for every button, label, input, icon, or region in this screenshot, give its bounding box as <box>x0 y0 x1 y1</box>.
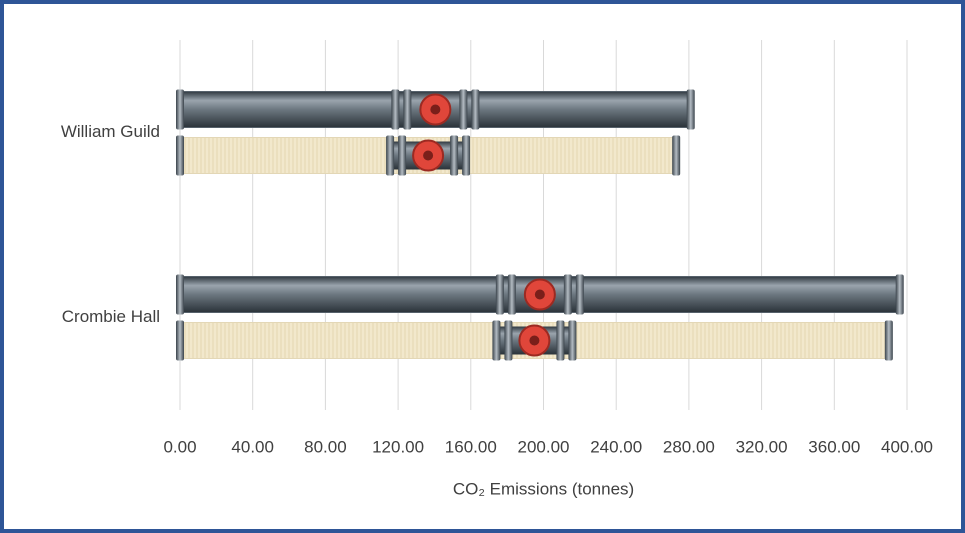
pipe-flange <box>176 274 184 315</box>
pipe-flange <box>884 320 893 361</box>
x-tick-label: 120.00 <box>372 437 424 456</box>
x-axis-title: CO₂ Emissions (tonnes) <box>453 479 634 498</box>
valve-hub <box>430 104 441 115</box>
pipe-flange <box>568 320 577 361</box>
pipe-flange <box>492 320 501 361</box>
pipe-flange <box>176 135 184 176</box>
valve-hub <box>423 150 434 161</box>
pipe-flange <box>386 135 395 176</box>
pipe-flange <box>563 274 572 315</box>
y-tick-label: Crombie Hall <box>62 307 160 326</box>
valve-hub <box>534 289 545 300</box>
pipe-flange <box>471 89 480 130</box>
x-tick-label: 280.00 <box>663 437 715 456</box>
pipe-flange <box>403 89 412 130</box>
x-tick-label: 400.00 <box>881 437 933 456</box>
pipe-flange <box>450 135 459 176</box>
pipe-flange <box>895 274 904 315</box>
pipe-flange <box>495 274 504 315</box>
x-tick-label: 320.00 <box>736 437 788 456</box>
x-tick-label: 200.00 <box>518 437 570 456</box>
pipe-flange <box>462 135 471 176</box>
pipe-flange <box>176 320 184 361</box>
valve-hub <box>529 335 540 346</box>
x-tick-label: 40.00 <box>231 437 274 456</box>
pipe-flange <box>575 274 584 315</box>
pipe-flange <box>391 89 400 130</box>
pipe-flange <box>176 89 184 130</box>
x-tick-label: 240.00 <box>590 437 642 456</box>
pipe-flange <box>507 274 516 315</box>
x-tick-label: 160.00 <box>445 437 497 456</box>
pipe-flange <box>556 320 565 361</box>
pipe-flange <box>459 89 468 130</box>
x-tick-label: 80.00 <box>304 437 347 456</box>
pipe-flange <box>398 135 407 176</box>
pipe-flange <box>672 135 681 176</box>
x-tick-label: 360.00 <box>808 437 860 456</box>
pipe-flange <box>686 89 695 130</box>
x-tick-label: 0.00 <box>163 437 196 456</box>
pipe-flange <box>504 320 513 361</box>
y-tick-label: William Guild <box>61 122 160 141</box>
